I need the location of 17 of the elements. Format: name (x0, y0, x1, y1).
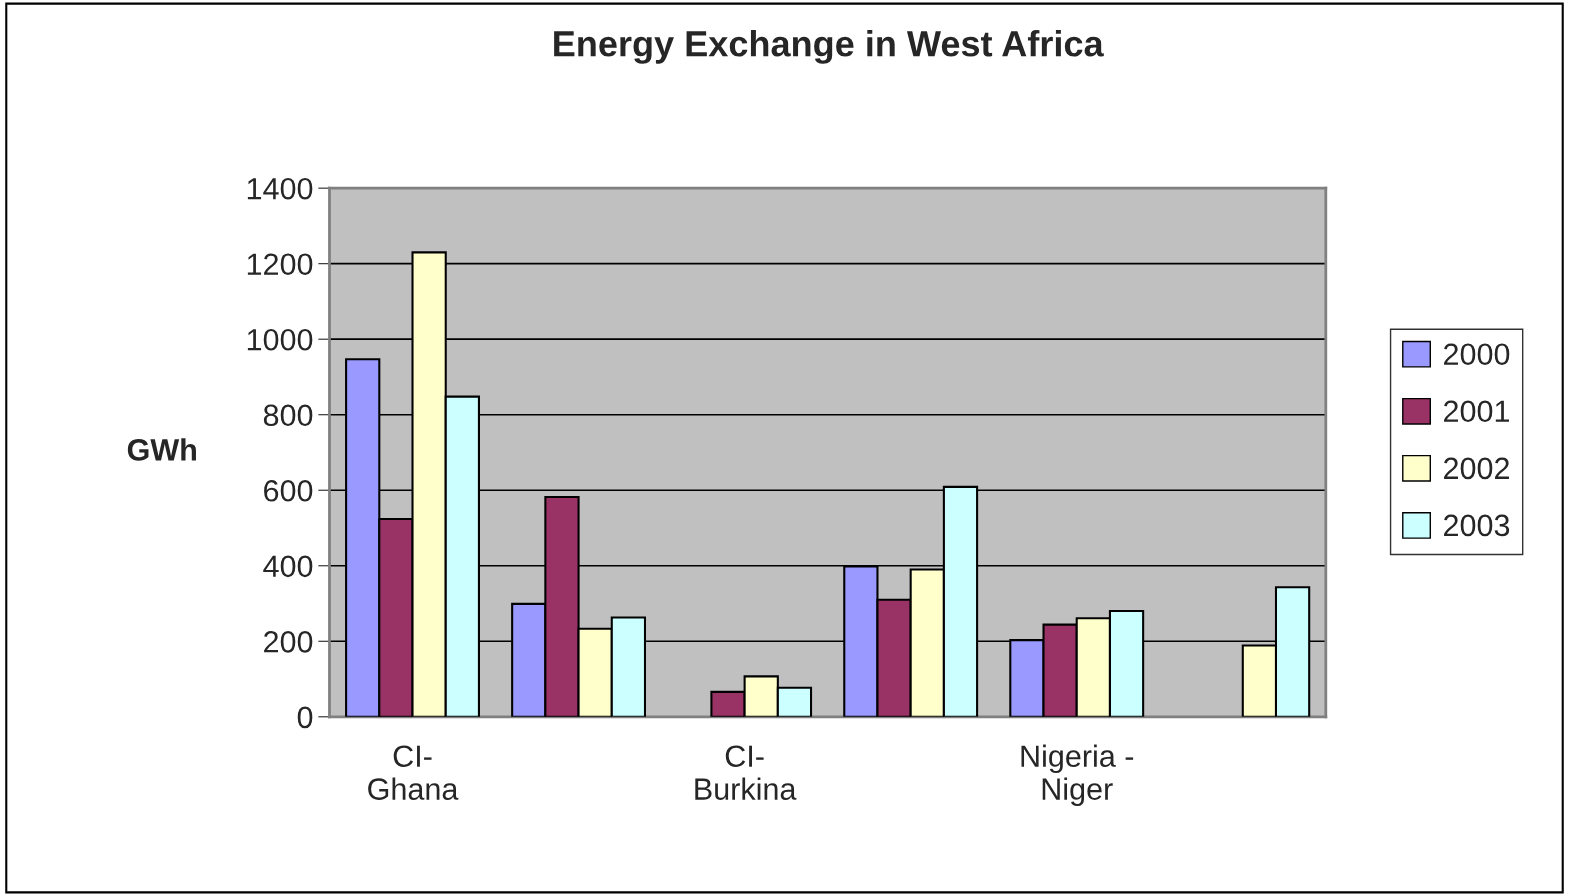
y-tick-label: 800 (263, 404, 313, 427)
legend-label: 2003 (1444, 514, 1510, 537)
x-tick-label: CI- Ghana (368, 745, 459, 800)
chart-title: Energy Exchange in West Africa (554, 30, 1104, 64)
legend-label: 2000 (1444, 343, 1510, 366)
x-tick-label: CI- Burkina (695, 745, 797, 800)
legend-label: 2001 (1444, 400, 1509, 423)
y-tick-label: 1200 (247, 253, 313, 276)
x-tick-label: Nigeria - Niger (1021, 744, 1134, 806)
y-tick-label: 400 (263, 555, 313, 578)
y-tick-label: 600 (264, 479, 313, 502)
y-tick-label: 1000 (247, 328, 313, 351)
y-tick-label: 200 (264, 631, 313, 653)
y-tick-label: 1400 (247, 177, 313, 200)
y-axis-title: GWh (127, 438, 196, 461)
y-tick-label: 0 (297, 706, 313, 729)
legend-label: 2002 (1444, 457, 1509, 480)
